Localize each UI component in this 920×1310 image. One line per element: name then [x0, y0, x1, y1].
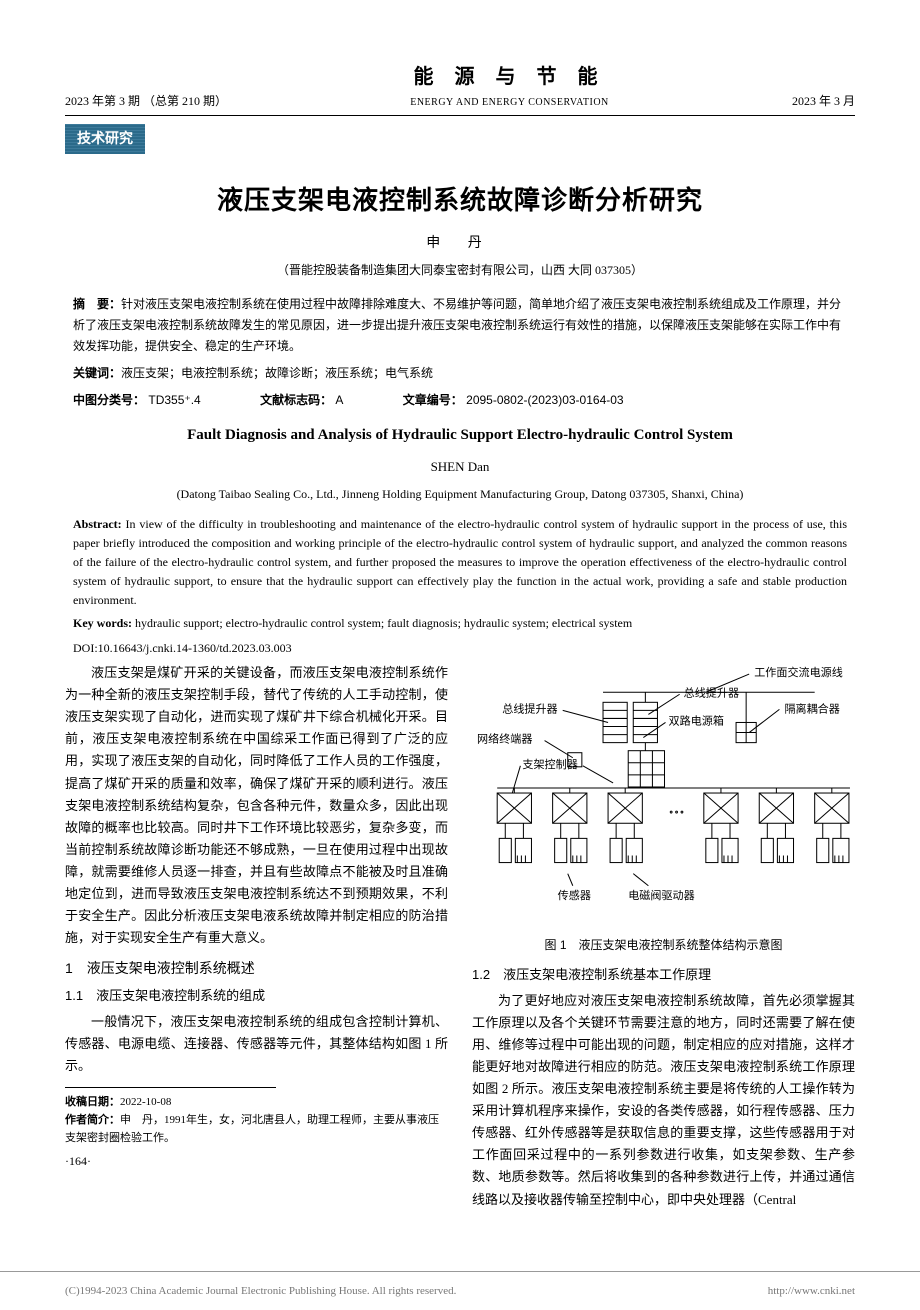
figure-1-caption: 图 1 液压支架电液控制系统整体结构示意图 — [472, 935, 855, 955]
svg-text:双路电源箱: 双路电源箱 — [669, 714, 724, 728]
footnote-divider — [65, 1087, 276, 1088]
svg-text:工作面交流电源线: 工作面交流电源线 — [754, 665, 843, 679]
affiliation-cn: （晋能控股装备制造集团大同泰宝密封有限公司，山西 大同 037305） — [65, 260, 855, 280]
header-center: 能 源 与 节 能 ENERGY AND ENERGY CONSERVATION — [410, 60, 609, 111]
category-label: 技术研究 — [65, 124, 145, 154]
keywords-en-block: Key words: hydraulic support; electro-hy… — [73, 614, 847, 633]
svg-text:网络终端器: 网络终端器 — [477, 732, 532, 746]
author-bio-label: 作者简介： — [65, 1114, 120, 1126]
received-value: 2022-10-08 — [120, 1096, 171, 1108]
abstract-cn-block: 摘 要：针对液压支架电液控制系统在使用过程中故障排除难度大、不易维护等问题，简单… — [73, 294, 847, 357]
article-no-label: 文章编号： — [403, 393, 463, 407]
section-1-2-heading: 1.2 液压支架电液控制系统基本工作原理 — [472, 964, 855, 986]
svg-text:支架控制器: 支架控制器 — [522, 757, 577, 771]
figure-1-diagram: 工作面交流电源线 总线提升器 隔离耦合器 总线提升器 双路电源箱 网络终端器 支… — [472, 662, 855, 924]
abstract-cn-label: 摘 要： — [73, 297, 121, 311]
author-en: SHEN Dan — [65, 456, 855, 478]
author-cn: 申 丹 — [65, 232, 855, 256]
page-number: ·164· — [65, 1151, 448, 1171]
author-bio-text: 申 丹，1991年生，女，河北唐县人，助理工程师，主要从事液压支架密封圈检验工作… — [65, 1114, 439, 1144]
keywords-en-text: hydraulic support; electro-hydraulic con… — [132, 616, 632, 630]
header-left: 2023 年第 3 期 （总第 210 期） — [65, 91, 227, 111]
affiliation-en: (Datong Taibao Sealing Co., Ltd., Jinnen… — [65, 484, 855, 504]
keywords-cn-block: 关键词：液压支架；电液控制系统；故障诊断；液压系统；电气系统 — [73, 363, 847, 384]
abstract-en-text: In view of the difficulty in troubleshoo… — [73, 517, 847, 608]
sec-1-2-paragraph: 为了更好地应对液压支架电液控制系统故障，首先必须掌握其工作原理以及各个关键环节需… — [472, 990, 855, 1211]
abstract-en-label: Abstract: — [73, 517, 122, 531]
author-bio: 作者简介：申 丹，1991年生，女，河北唐县人，助理工程师，主要从事液压支架密封… — [65, 1112, 448, 1147]
svg-text:…: … — [669, 800, 685, 817]
doi-value: 10.16643/j.cnki.14-1360/td.2023.03.003 — [98, 641, 292, 655]
received-label: 收稿日期： — [65, 1096, 120, 1108]
sec-1-1-paragraph: 一般情况下，液压支架电液控制系统的组成包含控制计算机、传感器、电源电缆、连接器、… — [65, 1011, 448, 1077]
class-no-label: 中图分类号： — [73, 393, 145, 407]
svg-text:传感器: 传感器 — [558, 889, 591, 902]
doc-code-label: 文献标志码： — [260, 393, 332, 407]
keywords-en-label: Key words: — [73, 616, 132, 630]
svg-text:电磁阀驱动器: 电磁阀驱动器 — [628, 888, 694, 902]
article-title-en: Fault Diagnosis and Analysis of Hydrauli… — [65, 423, 855, 449]
received-date: 收稿日期：2022-10-08 — [65, 1094, 448, 1112]
left-column: 液压支架是煤矿开采的关键设备，而液压支架电液控制系统作为一种全新的液压支架控制手… — [65, 662, 448, 1211]
doi-row: DOI:10.16643/j.cnki.14-1360/td.2023.03.0… — [73, 638, 847, 658]
svg-text:隔离耦合器: 隔离耦合器 — [784, 701, 839, 715]
header-right: 2023 年 3 月 — [792, 91, 855, 111]
article-title-cn: 液压支架电液控制系统故障诊断分析研究 — [65, 178, 855, 222]
journal-title-cn: 能 源 与 节 能 — [410, 60, 609, 94]
doi-label: DOI: — [73, 641, 98, 655]
footer-right: http://www.cnki.net — [768, 1282, 855, 1301]
class-no: TD355⁺.4 — [148, 393, 200, 407]
page-header: 2023 年第 3 期 （总第 210 期） 能 源 与 节 能 ENERGY … — [65, 60, 855, 116]
abstract-cn-text: 针对液压支架电液控制系统在使用过程中故障排除难度大、不易维护等问题，简单地介绍了… — [73, 297, 841, 353]
abstract-en-block: Abstract: In view of the difficulty in t… — [73, 515, 847, 611]
section-1-heading: 1 液压支架电液控制系统概述 — [65, 957, 448, 981]
page-footer: (C)1994-2023 China Academic Journal Elec… — [0, 1271, 920, 1310]
section-1-1-heading: 1.1 液压支架电液控制系统的组成 — [65, 985, 448, 1007]
right-column: 工作面交流电源线 总线提升器 隔离耦合器 总线提升器 双路电源箱 网络终端器 支… — [472, 662, 855, 1211]
keywords-cn-text: 液压支架；电液控制系统；故障诊断；液压系统；电气系统 — [121, 366, 433, 380]
footer-left: (C)1994-2023 China Academic Journal Elec… — [65, 1282, 456, 1301]
doc-code: A — [335, 393, 343, 407]
intro-paragraph: 液压支架是煤矿开采的关键设备，而液压支架电液控制系统作为一种全新的液压支架控制手… — [65, 662, 448, 949]
svg-text:总线提升器: 总线提升器 — [502, 701, 557, 715]
classification-row: 中图分类号： TD355⁺.4 文献标志码： A 文章编号： 2095-0802… — [73, 390, 847, 410]
keywords-cn-label: 关键词： — [73, 366, 121, 380]
journal-title-en: ENERGY AND ENERGY CONSERVATION — [410, 94, 609, 111]
article-no: 2095-0802-(2023)03-0164-03 — [466, 393, 623, 407]
